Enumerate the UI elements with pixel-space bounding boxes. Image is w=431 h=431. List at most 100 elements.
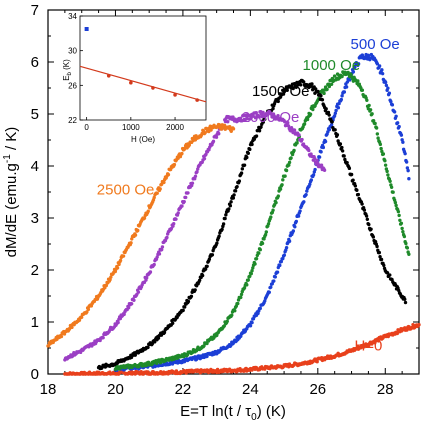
inset-point [195, 98, 199, 102]
data-point [276, 114, 280, 118]
data-point [245, 155, 249, 160]
data-point [391, 190, 395, 194]
inset-y-tick-label: 22 [68, 116, 77, 125]
data-point [365, 217, 370, 222]
data-point [307, 148, 311, 153]
x-axis-label: E=T ln(t / τ0) (K) [180, 403, 286, 423]
data-point [257, 115, 261, 119]
data-point [118, 258, 123, 263]
data-point [329, 82, 334, 86]
data-point [180, 204, 184, 208]
data-point [221, 222, 226, 226]
series-label: 2000 Oe [242, 109, 300, 126]
data-point [210, 253, 215, 257]
data-point [295, 141, 299, 145]
data-point [239, 292, 244, 297]
data-point [378, 142, 383, 147]
data-point [231, 127, 236, 131]
data-point [344, 85, 349, 89]
data-point [404, 160, 409, 164]
data-point [286, 120, 290, 125]
data-point [392, 110, 397, 114]
data-point [402, 234, 407, 239]
data-point [225, 319, 229, 323]
data-point [311, 173, 316, 177]
data-point [360, 88, 365, 92]
data-point [226, 120, 230, 124]
data-point [104, 283, 109, 288]
data-point [395, 121, 400, 125]
data-point [101, 336, 105, 340]
data-point [378, 255, 382, 259]
data-point [375, 62, 380, 66]
series-label: 1500 Oe [252, 83, 310, 100]
data-point [394, 203, 398, 208]
data-point [334, 108, 338, 113]
data-point [336, 106, 341, 110]
data-point [276, 99, 280, 104]
data-point [308, 112, 313, 116]
data-point [398, 218, 402, 222]
data-point [310, 82, 314, 86]
data-point [261, 110, 265, 115]
data-point [159, 247, 164, 252]
data-point [231, 196, 236, 200]
y-tick-label: 4 [31, 158, 39, 175]
data-point [333, 128, 337, 132]
data-point [406, 168, 410, 173]
data-point [228, 124, 232, 129]
data-point [305, 117, 310, 122]
data-point [396, 209, 401, 214]
data-point [275, 270, 280, 274]
data-point [300, 137, 304, 142]
data-point [236, 301, 240, 306]
data-point [162, 330, 167, 335]
data-point [397, 124, 401, 129]
data-point [215, 241, 219, 245]
data-point [279, 259, 283, 264]
data-point [298, 209, 302, 213]
data-point [319, 150, 323, 154]
data-point [162, 180, 166, 185]
data-point [403, 151, 407, 156]
data-point [383, 158, 387, 163]
data-point [152, 262, 156, 267]
data-point [315, 360, 319, 364]
data-point [237, 179, 242, 183]
data-point [326, 110, 331, 115]
data-point [338, 142, 343, 146]
data-point [193, 288, 197, 292]
data-point [263, 299, 267, 303]
data-point [356, 62, 361, 66]
data-point [250, 320, 254, 325]
data-point [172, 162, 177, 167]
data-point [364, 214, 369, 218]
data-point [324, 107, 328, 111]
data-point [155, 191, 159, 195]
data-point [233, 189, 238, 193]
inset-x-tick-label: 0 [84, 123, 89, 132]
data-point [349, 172, 354, 177]
x-tick-label: 24 [242, 381, 259, 398]
data-point [332, 74, 337, 78]
data-point [200, 273, 205, 278]
data-point [335, 133, 340, 137]
data-point [165, 235, 169, 240]
data-point [246, 278, 250, 282]
data-point [404, 241, 408, 246]
data-point [157, 252, 162, 256]
data-point [362, 208, 367, 212]
inset-ticks: 0 1000 2000 22 26 30 34 [68, 12, 184, 132]
data-point [321, 145, 326, 150]
data-point [229, 200, 233, 204]
x-tick-label: 22 [175, 381, 192, 398]
data-point [260, 241, 265, 246]
data-point [319, 163, 324, 167]
data-point [353, 65, 357, 70]
inset-y-tick-label: 26 [68, 81, 77, 90]
series-label: 500 Oe [351, 36, 400, 53]
data-point [126, 305, 131, 310]
data-point [393, 200, 398, 205]
inset-y-tick-label: 34 [68, 12, 77, 21]
